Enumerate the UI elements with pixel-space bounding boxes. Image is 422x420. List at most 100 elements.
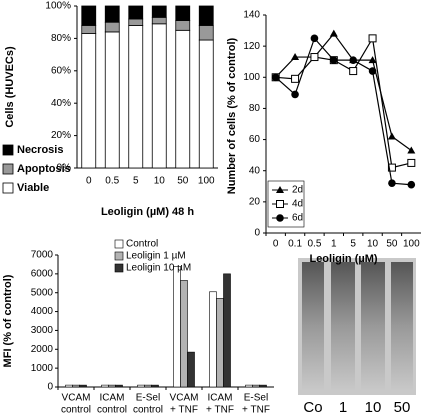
lane-label: 10 <box>365 399 382 416</box>
bar <box>245 384 253 388</box>
y-tick-label: 80% <box>51 33 71 44</box>
legend-swatch <box>2 182 14 194</box>
legend-label: Necrosis <box>17 144 63 156</box>
marker <box>407 146 416 154</box>
marker <box>368 56 377 64</box>
legend-label: 6d <box>292 213 303 224</box>
legend-swatch <box>114 251 124 261</box>
gel-lane <box>391 262 413 390</box>
x-tick-label: ICAM <box>208 393 233 404</box>
gel-lane <box>361 262 385 390</box>
x-tick-label: 5 <box>350 239 356 250</box>
x-tick-label: control <box>133 405 163 416</box>
x-tick-label: VCAM <box>62 393 91 404</box>
x-axis-label: Leoligin (µM) <box>309 253 377 265</box>
x-tick-label: + TNF <box>170 405 198 416</box>
y-axis-label: MFI (% of control) <box>2 274 14 367</box>
bar <box>137 384 145 388</box>
y-tick-label: 40 <box>249 165 261 176</box>
x-tick-label: VCAM <box>170 393 199 404</box>
x-tick-label: 0.1 <box>288 239 302 250</box>
y-tick-label: 60 <box>249 134 261 145</box>
y-tick-label: 0% <box>57 163 72 174</box>
bar-segment <box>104 5 120 23</box>
bar-segment <box>151 16 167 25</box>
legend-box <box>267 180 305 228</box>
y-tick-label: 5000 <box>31 287 54 298</box>
y-tick-label: 140 <box>243 10 260 21</box>
bar-segment <box>175 20 191 31</box>
marker <box>349 56 357 64</box>
y-tick-label: 100 <box>243 72 260 83</box>
marker <box>291 53 300 61</box>
marker <box>310 53 319 62</box>
marker <box>387 132 396 140</box>
y-tick-label: 60% <box>51 65 71 76</box>
y-tick-label: 1000 <box>31 363 54 374</box>
bar <box>72 384 80 388</box>
x-tick-label: control <box>61 405 91 416</box>
x-tick-label: 1 <box>331 239 337 250</box>
legend-label: 2d <box>292 185 303 196</box>
legend-label: Control <box>126 239 158 250</box>
marker <box>276 186 284 193</box>
bar-segment <box>128 25 144 169</box>
y-tick-label: 120 <box>243 41 260 52</box>
bar <box>151 384 159 388</box>
marker <box>407 158 416 167</box>
bar <box>252 384 260 388</box>
x-axis-label: Leoligin (µM) 48 h <box>101 206 194 218</box>
bar-segment <box>128 18 144 26</box>
x-tick-label: 0.5 <box>307 239 321 250</box>
bar <box>187 351 195 388</box>
gel-lane <box>331 262 355 390</box>
marker <box>349 67 358 76</box>
x-tick-label: ICAM <box>100 393 125 404</box>
lane-label: 1 <box>339 399 347 416</box>
y-tick-label: 4000 <box>31 306 54 317</box>
bar-segment <box>151 23 167 169</box>
marker <box>368 34 377 43</box>
y-tick-label: 6000 <box>31 268 54 279</box>
marker <box>276 214 284 222</box>
bar <box>101 384 109 388</box>
x-tick-label: + TNF <box>242 405 270 416</box>
bar-segment <box>81 5 97 26</box>
x-tick-label: 0 <box>273 239 279 250</box>
lane-label: Co <box>303 399 322 416</box>
legend-label: Viable <box>17 182 49 194</box>
marker <box>271 73 280 82</box>
x-tick-label: 5 <box>133 176 139 187</box>
marker <box>291 74 300 83</box>
x-tick-label: 100 <box>403 239 420 250</box>
y-tick-label: 20 <box>249 196 261 207</box>
x-tick-label: 50 <box>386 239 398 250</box>
y-tick-label: 3000 <box>31 325 54 336</box>
marker <box>329 29 338 37</box>
bar-segment <box>198 5 214 26</box>
bar-segment <box>198 39 214 169</box>
bar <box>259 384 267 388</box>
y-tick-label: 2000 <box>31 344 54 355</box>
y-tick-label: 0 <box>47 382 53 393</box>
legend-swatch <box>114 239 124 249</box>
bar <box>209 291 217 388</box>
x-tick-label: 50 <box>177 176 189 187</box>
marker <box>407 180 416 189</box>
legend-label: Apoptosis <box>17 163 71 175</box>
x-tick-label: E-Sel <box>244 393 268 404</box>
bar-segment <box>128 5 144 20</box>
lane-label: 50 <box>394 399 411 416</box>
bar <box>79 384 87 388</box>
series-line <box>275 37 412 186</box>
marker <box>387 163 396 172</box>
y-tick-label: 20% <box>51 130 71 141</box>
marker <box>388 179 396 187</box>
x-tick-label: E-Sel <box>136 393 160 404</box>
legend-swatch <box>114 263 124 273</box>
marker <box>310 34 319 43</box>
bar <box>108 384 116 388</box>
bar <box>173 266 181 388</box>
marker <box>291 90 299 99</box>
